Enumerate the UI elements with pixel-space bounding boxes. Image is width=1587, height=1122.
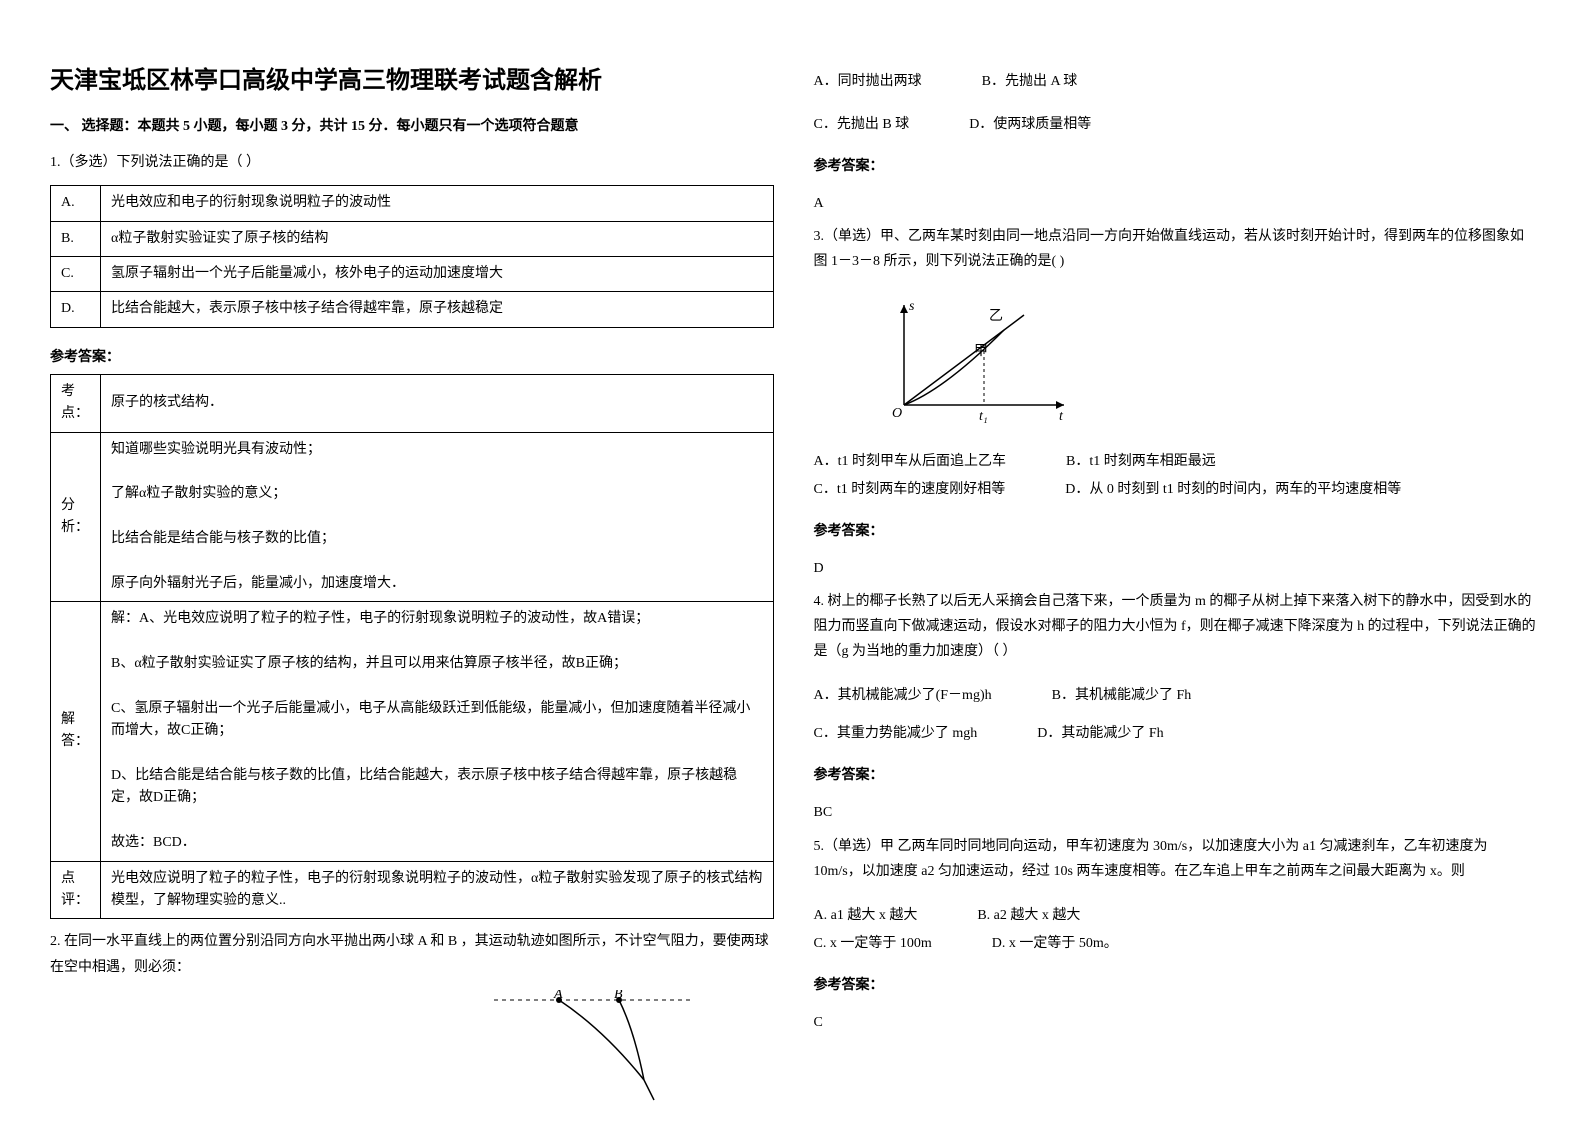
q4-answer: BC [814, 800, 1538, 825]
jieda-text: 解：A、光电效应说明了粒子的粒子性，电子的衍射现象说明粒子的波动性，故A错误； … [101, 602, 774, 861]
q1-optC: 氢原子辐射出一个光子后能量减小，核外电子的运动加速度增大 [101, 256, 774, 291]
right-column: A．同时抛出两球 B．先抛出 A 球 C．先抛出 B 球 D．使两球质量相等 参… [814, 60, 1538, 1062]
q3-stem: 3.（单选）甲、乙两车某时刻由同一地点沿同一方向开始做直线运动，若从该时刻开始计… [814, 224, 1538, 274]
q4-optC: C．其重力势能减少了 mgh [814, 720, 978, 748]
dianping-label: 点评： [51, 861, 101, 919]
svg-text:t₁: t₁ [979, 409, 988, 424]
svg-text:乙: 乙 [989, 308, 1003, 324]
left-column: 天津宝坻区林亭口高级中学高三物理联考试题含解析 一、 选择题：本题共 5 小题，… [50, 60, 774, 1062]
q3-optA: A．t1 时刻甲车从后面追上乙车 [814, 448, 1007, 476]
page-title: 天津宝坻区林亭口高级中学高三物理联考试题含解析 [50, 60, 774, 95]
fenxi-text: 知道哪些实验说明光具有波动性； 了解α粒子散射实验的意义； 比结合能是结合能与核… [101, 432, 774, 602]
q1-options-table: A.光电效应和电子的衍射现象说明粒子的波动性 B.α粒子散射实验证实了原子核的结… [50, 185, 774, 328]
q2-optD: D．使两球质量相等 [969, 111, 1091, 139]
svg-text:s: s [909, 299, 915, 314]
q2-optA: A．同时抛出两球 [814, 68, 922, 96]
q1-answer-label: 参考答案： [50, 346, 774, 366]
q5-answer: C [814, 1010, 1538, 1035]
q3-answer: D [814, 556, 1538, 581]
q1-optA: 光电效应和电子的衍射现象说明粒子的波动性 [101, 186, 774, 221]
q3-graph-diagram: s t O 乙 甲 t₁ [874, 295, 1538, 430]
q3-optC: C．t1 时刻两车的速度刚好相等 [814, 476, 1006, 504]
q5-optC: C. x 一定等于 100m [814, 930, 932, 958]
q5-optD: D. x 一定等于 50m。 [992, 930, 1118, 958]
kaodian-label: 考点： [51, 374, 101, 432]
q5-answer-label: 参考答案： [814, 974, 1538, 994]
q4-optA: A．其机械能减少了(F－mg)h [814, 682, 992, 710]
trajectory-svg: A B [494, 990, 694, 1110]
dianping-text: 光电效应说明了粒子的粒子性，电子的衍射现象说明粒子的波动性，α粒子散射实验发现了… [101, 861, 774, 919]
q2-optB: B．先抛出 A 球 [982, 68, 1078, 96]
q5-options: A. a1 越大 x 越大 B. a2 越大 x 越大 C. x 一定等于 10… [814, 902, 1538, 958]
q1-optA-label: A. [51, 186, 101, 221]
q4-optB: B．其机械能减少了 Fh [1052, 682, 1192, 710]
svg-text:O: O [892, 406, 902, 421]
q2-options: A．同时抛出两球 B．先抛出 A 球 C．先抛出 B 球 D．使两球质量相等 [814, 68, 1538, 139]
q2-optC: C．先抛出 B 球 [814, 111, 910, 139]
svg-text:甲: 甲 [974, 344, 988, 359]
q4-options: A．其机械能减少了(F－mg)h B．其机械能减少了 Fh C．其重力势能减少了… [814, 682, 1538, 748]
q4-stem: 4. 树上的椰子长熟了以后无人采摘会自己落下来，一个质量为 m 的椰子从树上掉下… [814, 589, 1538, 665]
q2-answer: A [814, 191, 1538, 216]
svg-text:t: t [1059, 409, 1064, 424]
section-header: 一、 选择题：本题共 5 小题，每小题 3 分，共计 15 分．每小题只有一个选… [50, 115, 774, 135]
q2-stem: 2. 在同一水平直线上的两位置分别沿同方向水平抛出两小球 A 和 B ，其运动轨… [50, 929, 774, 979]
q4-answer-label: 参考答案： [814, 764, 1538, 784]
q1-optC-label: C. [51, 256, 101, 291]
q3-answer-label: 参考答案： [814, 520, 1538, 540]
q5-stem: 5.（单选）甲 乙两车同时同地同向运动，甲车初速度为 30m/s，以加速度大小为… [814, 834, 1538, 884]
kaodian-text: 原子的核式结构． [101, 374, 774, 432]
q1-analysis-table: 考点： 原子的核式结构． 分析： 知道哪些实验说明光具有波动性； 了解α粒子散射… [50, 374, 774, 920]
q1-optD-label: D. [51, 292, 101, 327]
q1-optD: 比结合能越大，表示原子核中核子结合得越牢靠，原子核越稳定 [101, 292, 774, 327]
q2-trajectory-diagram: A B [50, 990, 694, 1115]
q1-stem: 1.（多选）下列说法正确的是（ ） [50, 150, 774, 175]
jieda-label: 解答： [51, 602, 101, 861]
q1-optB: α粒子散射实验证实了原子核的结构 [101, 221, 774, 256]
q1-optB-label: B. [51, 221, 101, 256]
q4-optD: D．其动能减少了 Fh [1037, 720, 1163, 748]
fenxi-label: 分析： [51, 432, 101, 602]
q5-optB: B. a2 越大 x 越大 [977, 902, 1080, 930]
displacement-graph-svg: s t O 乙 甲 t₁ [874, 295, 1074, 425]
q3-optB: B．t1 时刻两车相距最远 [1066, 448, 1216, 476]
q5-optA: A. a1 越大 x 越大 [814, 902, 918, 930]
q3-optD: D．从 0 时刻到 t1 时刻的时间内，两车的平均速度相等 [1065, 476, 1401, 504]
q3-options: A．t1 时刻甲车从后面追上乙车 B．t1 时刻两车相距最远 C．t1 时刻两车… [814, 448, 1538, 504]
q2-answer-label: 参考答案： [814, 155, 1538, 175]
